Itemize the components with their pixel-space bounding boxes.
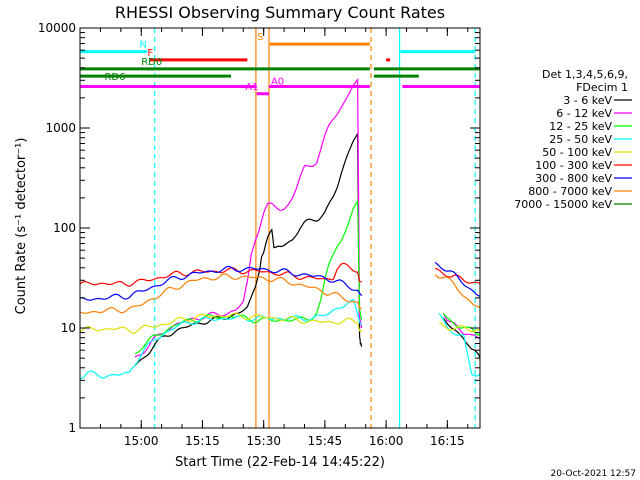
legend-label-0: 3 - 6 keV (563, 94, 612, 107)
chart-title: RHESSI Observing Summary Count Rates (115, 3, 445, 22)
legend-label-5: 100 - 300 keV (535, 159, 612, 172)
series-line-7-1 (434, 274, 480, 309)
series-line-1-1 (442, 312, 480, 340)
flag-label-s: S (257, 32, 263, 43)
series-line-3-0 (80, 299, 362, 380)
flag-label-f: F (147, 48, 153, 59)
legend-label-7: 800 - 7000 keV (528, 185, 612, 198)
legend-label-8: 7000 - 15000 keV (514, 198, 612, 211)
legend-label-6: 300 - 800 keV (535, 172, 612, 185)
series-line-6-0 (80, 265, 363, 301)
legend-header-line2: FDecim 1 (576, 81, 628, 94)
plot-area (80, 28, 480, 428)
series-line-4-1 (438, 322, 480, 333)
x-tick-label-2: 15:30 (246, 434, 281, 448)
series-line-5-0 (80, 262, 362, 287)
y-tick-label-4: 10000 (38, 21, 76, 35)
y-axis-label: Count Rate (s⁻¹ detector⁻¹) (14, 138, 29, 315)
x-tick-label-1: 15:15 (185, 434, 220, 448)
y-tick-label-1: 10 (61, 321, 76, 335)
timestamp: 20-Oct-2021 12:57 (551, 469, 636, 479)
x-tick-label-0: 15:00 (124, 434, 159, 448)
series-line-0-0 (134, 131, 363, 366)
flag-label-a1: A1 (245, 82, 258, 93)
x-tick-label-4: 16:00 (369, 434, 404, 448)
legend-label-3: 25 - 50 keV (549, 133, 612, 146)
flag-label-rd0: RD0 (141, 57, 162, 68)
series-line-7-0 (80, 273, 362, 314)
series-line-4-0 (80, 312, 363, 334)
series-line-6-1 (434, 261, 480, 297)
x-tick-label-5: 16:15 (430, 434, 465, 448)
y-tick-label-3: 1000 (45, 121, 76, 135)
series-line-1-0 (134, 78, 363, 358)
x-axis-label: Start Time (22-Feb-14 14:45:22) (175, 455, 385, 470)
legend-label-2: 12 - 25 keV (549, 120, 612, 133)
series-line-5-1 (434, 267, 480, 284)
flag-label-rd6: RD6 (104, 72, 125, 83)
y-tick-label-2: 100 (53, 221, 76, 235)
legend-label-4: 50 - 100 keV (542, 146, 612, 159)
legend-header-line1: Det 1,3,4,5,6,9, (542, 68, 628, 81)
flag-label-n: N (139, 40, 146, 51)
flag-label-a0: A0 (271, 77, 284, 88)
series-line-3-1 (438, 312, 480, 377)
y-tick-label-0: 1 (68, 421, 76, 435)
x-tick-label-3: 15:45 (308, 434, 343, 448)
legend-label-1: 6 - 12 keV (556, 107, 612, 120)
series-line-0-1 (442, 317, 480, 359)
